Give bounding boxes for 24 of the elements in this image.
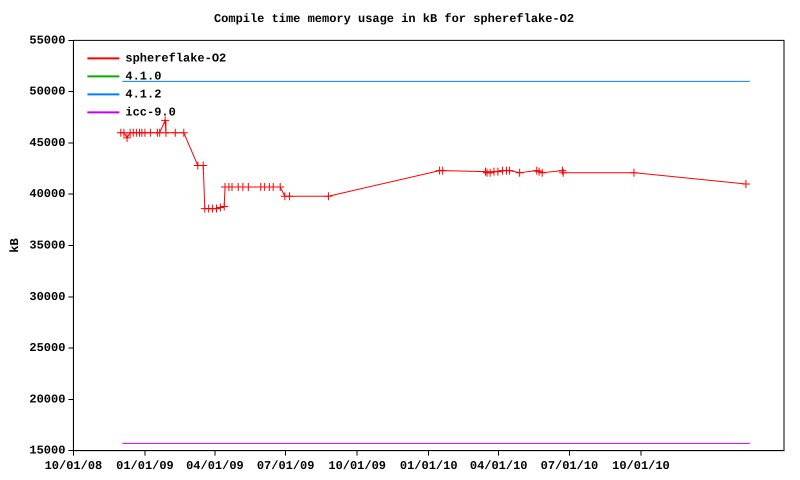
y-tick-label: 50000 <box>29 84 66 99</box>
x-tick-label: 07/01/09 <box>256 458 314 473</box>
legend-label: sphereflake-O2 <box>125 51 226 66</box>
y-tick-label: 30000 <box>29 290 66 304</box>
y-tick-label: 45000 <box>29 136 66 150</box>
y-tick-label: 15000 <box>29 444 66 458</box>
legend-label: icc-9.0 <box>125 105 176 120</box>
y-tick-label: 25000 <box>29 341 66 356</box>
x-tick-label: 01/01/10 <box>400 458 458 473</box>
x-tick-label: 10/01/09 <box>328 458 386 473</box>
y-axis-title: kB <box>8 238 22 253</box>
y-tick-label: 20000 <box>29 392 66 406</box>
x-tick-label: 10/01/08 <box>44 458 102 473</box>
x-tick-label: 07/01/10 <box>540 458 598 473</box>
x-tick-label: 04/01/10 <box>470 458 528 473</box>
y-tick-label: 35000 <box>29 238 66 253</box>
legend-label: 4.1.0 <box>125 69 162 84</box>
x-tick-label: 10/01/10 <box>612 458 670 473</box>
chart-title: Compile time memory usage in kB for sphereflake-O2 <box>214 12 574 26</box>
legend-label: 4.1.2 <box>125 87 162 102</box>
y-tick-label: 40000 <box>29 187 66 202</box>
y-tick-label: 55000 <box>29 33 66 48</box>
x-tick-label: 04/01/09 <box>186 458 244 473</box>
x-tick-label: 01/01/09 <box>116 458 174 473</box>
